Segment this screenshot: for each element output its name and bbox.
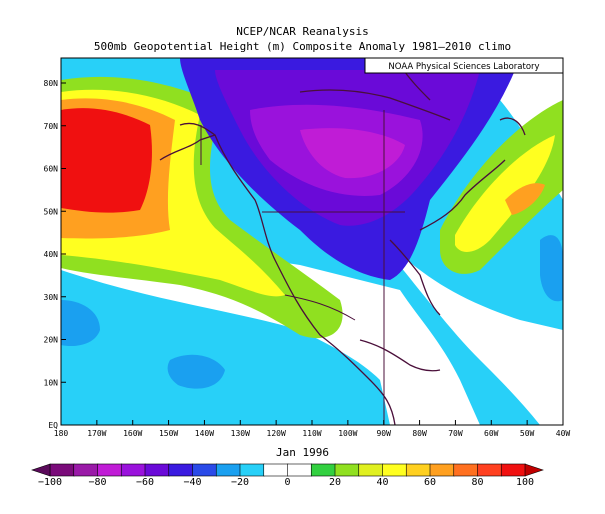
colorbar-swatch xyxy=(168,463,194,477)
credit-text: NOAA Physical Sciences Laboratory xyxy=(388,62,539,72)
boundaries xyxy=(200,110,405,425)
lat-tick-label: 20N xyxy=(44,336,59,345)
colorbar-swatch xyxy=(192,463,218,477)
lon-tick-label: 180 xyxy=(54,429,69,438)
lon-tick-label: 160W xyxy=(123,429,142,438)
colorbar-swatch xyxy=(310,463,336,477)
colorbar-swatch xyxy=(429,463,455,477)
title-line-1: NCEP/NCAR Reanalysis xyxy=(236,25,369,38)
colorbar-swatch xyxy=(382,463,408,477)
lon-tick-label: 150W xyxy=(159,429,178,438)
lat-tick-label: 10N xyxy=(44,378,59,387)
colorbar-label: −40 xyxy=(183,477,202,488)
colorbar-swatch xyxy=(49,463,75,477)
colorbar-label: −100 xyxy=(37,477,63,488)
colorbar-label: 60 xyxy=(423,477,437,488)
lon-tick-label: 140W xyxy=(195,429,214,438)
colorbar-swatch xyxy=(453,463,479,477)
colorbar-swatch xyxy=(120,463,146,477)
longitude-ticks: 180 170W 160W 150W 140W 130W 120W 110W 100W 90W 80… xyxy=(54,420,571,438)
trough-extreme xyxy=(300,128,405,179)
atlantic-negative xyxy=(540,235,563,302)
colorbar-label: 0 xyxy=(284,477,291,488)
colorbar-label: 20 xyxy=(328,477,342,488)
lon-tick-label: 50W xyxy=(520,429,535,438)
neutral-gulf xyxy=(395,250,563,425)
ridge-red xyxy=(61,108,152,213)
title-line-2: 500mb Geopotential Height (m) Composite … xyxy=(93,40,512,53)
lon-tick-label: 110W xyxy=(302,429,321,438)
lat-tick-label: 80N xyxy=(44,79,59,88)
colorbar-label: 80 xyxy=(471,477,484,488)
lon-tick-label: 170W xyxy=(87,429,106,438)
colorbar-swatch xyxy=(477,463,503,477)
lat-tick-label: EQ xyxy=(48,421,58,430)
colorbar-swatch xyxy=(239,463,265,477)
lon-tick-label: 100W xyxy=(338,429,357,438)
atlantic-ridge-yellow xyxy=(455,135,555,252)
colorbar-swatch xyxy=(263,463,289,477)
colorbar-swatch xyxy=(405,463,431,477)
lon-tick-label: 130W xyxy=(231,429,250,438)
lat-tick-label: 50N xyxy=(44,207,59,216)
tropical-negative xyxy=(167,354,225,389)
colorbar-swatch xyxy=(334,463,360,477)
colorbar-swatch xyxy=(287,463,313,477)
lat-tick-label: 70N xyxy=(44,122,59,131)
lat-tick-label: 40N xyxy=(44,250,59,259)
tropical-negative-west xyxy=(61,300,100,347)
anomaly-field xyxy=(61,58,563,425)
colorbar-high-arrow xyxy=(524,463,544,477)
colorbar-swatch xyxy=(358,463,384,477)
atlantic-ridge-orange xyxy=(505,183,545,215)
colorbar-label: 100 xyxy=(515,477,535,488)
colorbar-label: −60 xyxy=(135,477,155,488)
lon-tick-label: 60W xyxy=(484,429,499,438)
lon-tick-label: 90W xyxy=(376,429,391,438)
colorbar-label: 40 xyxy=(376,477,389,488)
colorbar-label: −20 xyxy=(230,477,250,488)
credit-box xyxy=(364,57,564,74)
latitude-ticks: EQ 10N 20N 30N 40N 50N 60N 70N 80N xyxy=(44,79,66,430)
colorbar-label: −80 xyxy=(88,477,107,488)
period-label: Jan 1996 xyxy=(276,446,329,459)
colorbar-swatch xyxy=(73,463,99,477)
lon-tick-label: 70W xyxy=(448,429,463,438)
lat-tick-label: 30N xyxy=(44,293,59,302)
colorbar-swatch xyxy=(500,463,526,477)
neutral-band xyxy=(61,250,480,425)
lat-tick-label: 60N xyxy=(44,165,59,174)
colorbar-swatch xyxy=(215,463,241,477)
lon-tick-label: 40W xyxy=(556,429,571,438)
lon-tick-label: 80W xyxy=(412,429,427,438)
colorbar-swatch xyxy=(97,463,123,477)
colorbar-low-arrow xyxy=(31,463,51,477)
colorbar-swatch xyxy=(144,463,170,477)
colorbar xyxy=(31,463,544,477)
lon-tick-label: 120W xyxy=(267,429,286,438)
